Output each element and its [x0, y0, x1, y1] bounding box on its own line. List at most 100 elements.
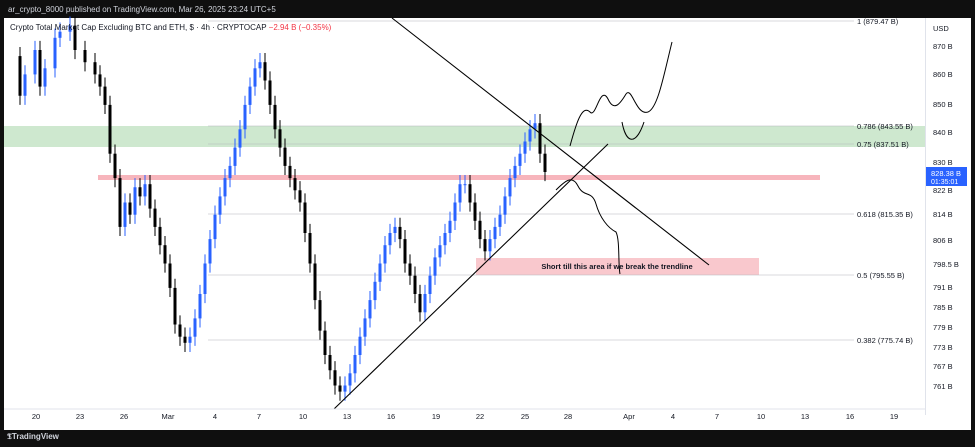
candle-body [388, 233, 392, 246]
candle-body [138, 187, 142, 197]
candle-body [333, 370, 337, 386]
ascending-trendline [333, 143, 609, 410]
candle-body [348, 373, 352, 386]
y-tick-label: 791 B [933, 283, 953, 292]
y-tick-label: 850 B [933, 100, 953, 109]
x-tick-label: 25 [521, 412, 529, 421]
candle-body [438, 245, 442, 258]
candle-body [103, 86, 107, 105]
candle-body [343, 385, 347, 392]
footer-bar: 𝕿TradingView [4, 430, 971, 443]
candle-body [328, 355, 332, 371]
candle-body [433, 257, 437, 276]
candle-body [528, 129, 532, 142]
x-tick-label: 26 [120, 412, 128, 421]
candle-body [413, 275, 417, 294]
candle-body [378, 263, 382, 282]
x-tick-label: 7 [715, 412, 719, 421]
candle-body [128, 202, 132, 215]
candle-body [198, 294, 202, 319]
y-tick-label: 814 B [933, 210, 953, 219]
candle-body [228, 165, 232, 179]
candle-body [448, 220, 452, 233]
candle-body [98, 74, 102, 87]
x-tick-label: Apr [623, 412, 635, 421]
candle-body [238, 129, 242, 148]
candle-body [358, 336, 362, 355]
candle-body [293, 178, 297, 191]
y-tick-label: 806 B [933, 236, 953, 245]
candle-body [148, 184, 152, 209]
fib-label-0.75: 0.75 (837.51 B) [857, 140, 909, 149]
x-tick-label: 16 [387, 412, 395, 421]
publisher-text: ar_crypto_8000 published on TradingView.… [8, 5, 276, 14]
candle-body [233, 147, 237, 166]
bearish-projection [555, 179, 621, 275]
target-zone [476, 258, 759, 275]
candle-body [428, 275, 432, 294]
candle-body [453, 202, 457, 221]
fib-label-0.382: 0.382 (775.74 B) [857, 336, 913, 345]
candle-body [373, 281, 377, 301]
candle-body [393, 226, 397, 233]
candle-body [473, 202, 477, 221]
y-tick-label: 830 B [933, 158, 953, 167]
candle-body [288, 165, 292, 179]
candle-body [158, 226, 162, 246]
candle-body [398, 226, 402, 240]
y-tick-label: 822 B [933, 186, 953, 195]
candle-body [118, 178, 122, 227]
candle-body [493, 226, 497, 240]
candle-body [258, 62, 262, 69]
y-tick-label: 779 B [933, 323, 953, 332]
candle-body [443, 233, 447, 246]
candle-body [153, 208, 157, 227]
last-price-badge [926, 167, 967, 186]
x-tick-label: 19 [890, 412, 898, 421]
candle-body [518, 153, 522, 166]
candle-body [223, 178, 227, 197]
last-price-value: 828.38 B [931, 169, 961, 178]
fib-label-0.618: 0.618 (815.35 B) [857, 210, 913, 219]
x-tick-label: 23 [76, 412, 84, 421]
candle-body [488, 239, 492, 252]
candle-body [188, 336, 192, 343]
y-tick-label: 767 B [933, 362, 953, 371]
y-tick-label: 785 B [933, 303, 953, 312]
candle-body [253, 68, 257, 87]
x-tick-label: 22 [476, 412, 484, 421]
candle-body [298, 190, 302, 203]
candle-body [363, 318, 367, 337]
x-tick-label: 13 [343, 412, 351, 421]
x-tick-label: Mar [162, 412, 175, 421]
last-price-countdown: 01:35:01 [931, 179, 958, 186]
candle-body [208, 239, 212, 264]
candle-body [323, 330, 327, 355]
candle-body [193, 318, 197, 337]
candle-body [368, 300, 372, 319]
candle-body [478, 220, 482, 240]
bullish-projection [569, 41, 673, 147]
candle-body [163, 245, 167, 264]
candle-body [18, 56, 22, 96]
candle-body [303, 202, 307, 233]
candle-body [408, 263, 412, 276]
brand-name: TradingView [11, 432, 59, 441]
price-chart[interactable]: 1 (879.47 B) 0.786 (843.55 B) 0.75 (837.51… [4, 4, 971, 443]
candle-body [318, 300, 322, 331]
candle-body [183, 336, 187, 343]
candle-body [38, 50, 42, 87]
candle-body [503, 196, 507, 215]
candle-body [458, 184, 462, 203]
candle-body [218, 196, 222, 215]
currency-label: USD [933, 24, 949, 33]
candle-body [403, 239, 407, 264]
retest-projection [621, 121, 645, 140]
candle-body [203, 263, 207, 294]
candle-body [68, 25, 72, 32]
price-change: −2.94 B (−0.35%) [268, 23, 332, 32]
candle-body [278, 129, 282, 148]
candle-body [113, 153, 117, 179]
y-tick-label: 860 B [933, 70, 953, 79]
candle-body [383, 245, 387, 264]
